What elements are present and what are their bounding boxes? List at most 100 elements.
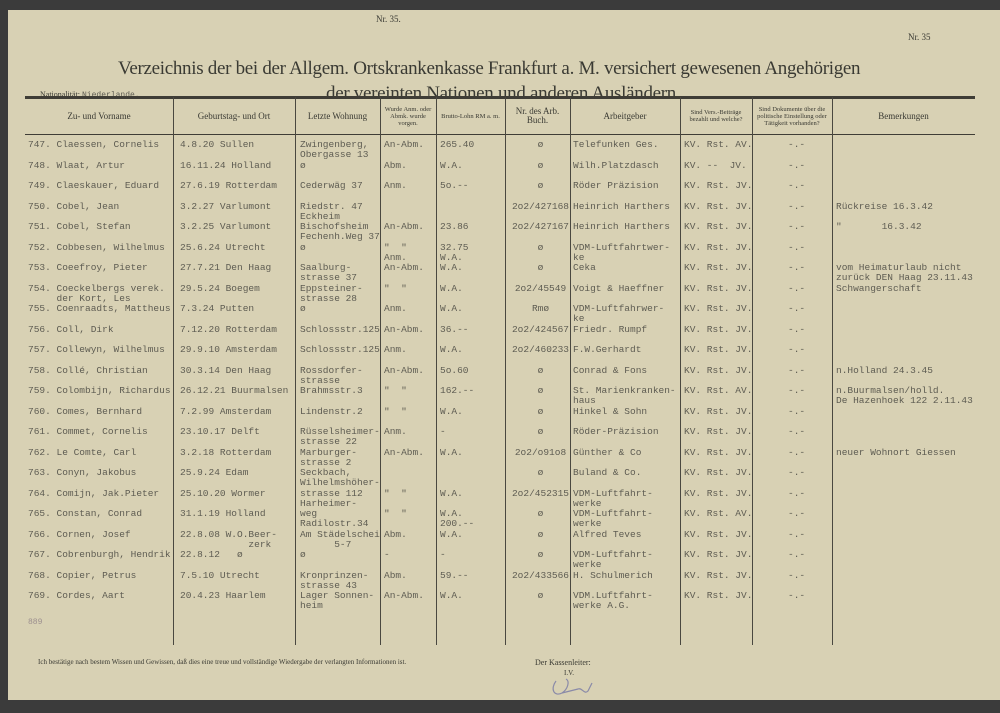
name-cell: 748. Wlaat, Artur: [28, 159, 125, 171]
contributions-cell: KV. Rst. JV.: [684, 262, 753, 273]
contributions-cell: KV. Rst. JV.: [684, 487, 753, 499]
column-divider: [832, 97, 833, 645]
wage-cell: W.A.: [440, 405, 463, 417]
registration-cell: Abm.: [384, 569, 407, 581]
registration-cell: An-Abm.: [384, 364, 424, 376]
work-book-cell: ø: [537, 385, 544, 396]
table-row: 749. Claeskauer, Eduard 27.6.19 Rotterdam…: [8, 181, 1000, 201]
remarks-cell: " 16.3.42: [836, 221, 922, 232]
birth-cell: 7.5.10 Utrecht: [180, 569, 260, 581]
contributions-cell: KV. Rst. JV.: [684, 344, 753, 355]
employer-cell: Heinrich Harthers: [573, 200, 670, 212]
employer-cell: Buland & Co.: [573, 467, 642, 478]
wage-cell: 59.--: [440, 569, 469, 581]
nationality-label: Nationalität: Niederlande.: [40, 90, 140, 100]
work-book-cell: ø: [537, 262, 544, 273]
remarks-cell: neuer Wohnort Giessen: [836, 446, 956, 458]
name-cell: 750. Cobel, Jean: [28, 200, 120, 212]
table-row: 766. Cornen, Josef 22.8.08 W.O.Beer- zerk…: [8, 528, 1000, 550]
employer-cell: Telefunken Ges.: [573, 139, 659, 150]
registration-cell: Anm.: [384, 303, 407, 314]
wage-cell: W.A.: [440, 487, 463, 499]
table-row: 768. Copier, Petrus 7.5.10 Utrecht Kronpri…: [8, 569, 1000, 591]
work-book-cell: 2o2/424567: [511, 323, 569, 335]
table-row: 764. Comijn, Jak.Pieter 25.10.20 Wormer st…: [8, 487, 1000, 509]
table-row: 748. Wlaat, Artur 16.11.24 Holland ø Abm. W.…: [8, 159, 1000, 181]
work-book-cell: ø: [537, 405, 544, 417]
registration-cell: Anm.: [384, 180, 407, 191]
contributions-cell: KV. -- JV.: [684, 159, 747, 171]
documents-cell: -.-: [788, 282, 806, 294]
name-cell: 751. Cobel, Stefan: [28, 221, 131, 232]
documents-cell: -.-: [788, 200, 806, 212]
work-book-cell: 2o2/452315: [511, 487, 569, 499]
contributions-cell: KV. Rst. JV.: [684, 405, 753, 417]
wage-cell: W.A.: [440, 303, 463, 314]
employer-cell: Wilh.Platzdasch: [573, 159, 659, 171]
birth-cell: 22.8.12 ø: [180, 549, 243, 560]
documents-cell: -.-: [788, 262, 806, 273]
address-cell: Bischofsheim Fechenh.Weg 37: [300, 221, 380, 242]
birth-cell: 4.8.20 Sullen: [180, 139, 255, 150]
employer-cell: VDM-Luftfahrwer- ke: [573, 303, 665, 324]
birth-cell: 27.6.19 Rotterdam: [180, 180, 277, 191]
table-row: 757. Collewyn, Wilhelmus 29.9.10 Amsterda…: [8, 345, 1000, 365]
name-cell: 758. Collé, Christian: [28, 364, 148, 376]
column-header: Sind Dokumente über die politische Einst…: [757, 105, 827, 127]
address-cell: ø: [300, 303, 306, 314]
name-cell: 752. Cobbesen, Wilhelmus: [28, 241, 165, 253]
table-row: 769. Cordes, Aart 20.4.23 Haarlem Lager So…: [8, 591, 1000, 611]
table-row: 759. Colombijn, Richardus 26.12.21 Buurma…: [8, 386, 1000, 406]
contributions-cell: KV. Rst. JV.: [684, 323, 753, 335]
tally-note: 889: [28, 618, 43, 627]
work-book-cell: 2o2/433566: [511, 569, 569, 581]
contributions-cell: KV. Rst. JV.: [684, 221, 753, 232]
contributions-cell: KV. Rst. JV.: [684, 282, 753, 294]
employer-cell: Röder Präzision: [573, 180, 659, 191]
wage-cell: -: [440, 426, 446, 437]
wage-cell: W.A.: [440, 590, 463, 601]
column-divider: [570, 97, 571, 645]
documents-cell: -.-: [788, 364, 806, 376]
documents-cell: -.-: [788, 467, 806, 478]
birth-cell: 23.10.17 Delft: [180, 426, 260, 437]
work-book-cell: 2o2/45549: [514, 282, 567, 294]
remarks-cell: Schwangerschaft: [836, 282, 922, 294]
employer-cell: Friedr. Rumpf: [573, 323, 648, 335]
wage-cell: W.A.: [440, 528, 463, 540]
address-cell: Lindenstr.2: [300, 405, 363, 417]
name-cell: 765. Constan, Conrad: [28, 508, 143, 519]
column-header: Sind Vers.-Beiträge bezahlt und welche?: [689, 109, 743, 123]
work-book-cell: 2o2/427168: [511, 200, 569, 212]
registration-cell: " ": [384, 405, 407, 417]
employer-cell: Hinkel & Sohn: [573, 405, 648, 417]
name-cell: 753. Coeefroy, Pieter: [28, 262, 148, 273]
remarks-cell: n.Holland 24.3.45: [836, 364, 933, 376]
documents-cell: -.-: [788, 590, 806, 601]
wage-cell: 5o.--: [440, 180, 469, 191]
address-cell: Lager Sonnen- heim: [300, 590, 375, 611]
contributions-cell: KV. Rst. AV.: [684, 385, 753, 396]
name-cell: 760. Comes, Bernhard: [28, 405, 143, 417]
birth-cell: 27.7.21 Den Haag: [180, 262, 272, 273]
remarks-cell: n.Buurmalsen/holld. De Hazenhoek 122 2.1…: [836, 385, 973, 406]
header-bottom-rule: [25, 134, 975, 135]
contributions-cell: KV. Rst. JV.: [684, 426, 753, 437]
birth-cell: 7.3.24 Putten: [180, 303, 255, 314]
documents-cell: -.-: [788, 241, 806, 253]
wage-cell: 5o.60: [440, 364, 469, 376]
table-row: 755. Coenraadts, Mattheus 7.3.24 Putten ø A…: [8, 304, 1000, 324]
column-header: Geburtstag- und Ort: [197, 110, 271, 121]
employer-cell: VDM.Luftfahrt- werke A.G.: [573, 590, 653, 611]
contributions-cell: KV. Rst. JV.: [684, 528, 753, 540]
column-header: Letzte Wohnung: [307, 110, 368, 121]
name-cell: 769. Cordes, Aart: [28, 590, 125, 601]
birth-cell: 31.1.19 Holland: [180, 508, 266, 519]
signature-icon: [552, 678, 593, 695]
column-divider: [505, 97, 506, 645]
work-book-cell: ø: [537, 364, 544, 376]
document-title-line1: Verzeichnis der bei der Allgem. Ortskran…: [118, 58, 861, 79]
table-row: 752. Cobbesen, Wilhelmus 25.6.24 Utrecht ø…: [8, 241, 1000, 263]
documents-cell: -.-: [788, 549, 806, 560]
documents-cell: -.-: [788, 180, 806, 191]
